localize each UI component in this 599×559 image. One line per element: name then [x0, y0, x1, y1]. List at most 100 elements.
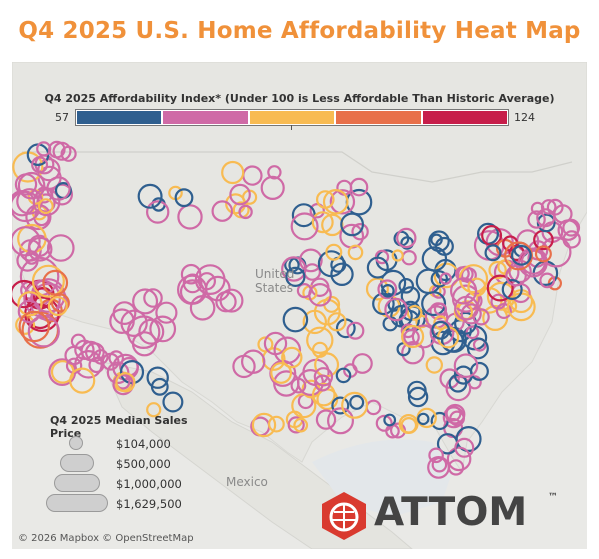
- metro-bubble[interactable]: [46, 176, 71, 201]
- metro-bubble[interactable]: [327, 407, 355, 435]
- metro-bubble[interactable]: [47, 296, 68, 317]
- metro-bubble[interactable]: [287, 416, 305, 434]
- metro-bubble[interactable]: [346, 321, 365, 340]
- metro-bubble[interactable]: [145, 200, 170, 224]
- metro-bubble[interactable]: [88, 356, 105, 374]
- metro-bubble[interactable]: [313, 367, 334, 387]
- metro-bubble[interactable]: [330, 262, 354, 286]
- metro-bubble[interactable]: [425, 356, 443, 374]
- metro-bubble[interactable]: [347, 244, 364, 261]
- metro-bubble[interactable]: [454, 295, 479, 321]
- metro-bubble[interactable]: [146, 402, 162, 418]
- metro-bubble[interactable]: [281, 346, 303, 369]
- metro-bubble[interactable]: [517, 247, 548, 278]
- metro-bubble[interactable]: [406, 304, 423, 321]
- metro-bubble[interactable]: [553, 204, 573, 224]
- metro-bubble[interactable]: [401, 324, 425, 349]
- metro-bubble[interactable]: [384, 297, 408, 322]
- metro-bubble[interactable]: [273, 336, 302, 365]
- metro-bubble[interactable]: [17, 291, 43, 317]
- metro-bubble[interactable]: [486, 274, 514, 302]
- metro-bubble[interactable]: [396, 227, 417, 249]
- metro-bubble[interactable]: [149, 315, 177, 343]
- metro-bubble[interactable]: [484, 244, 502, 262]
- metro-bubble[interactable]: [454, 437, 475, 458]
- metro-bubble[interactable]: [17, 299, 42, 324]
- metro-bubble[interactable]: [314, 374, 332, 392]
- metro-bubble[interactable]: [398, 278, 414, 294]
- metro-bubble[interactable]: [281, 256, 307, 282]
- metro-bubble[interactable]: [490, 293, 507, 310]
- metro-bubble[interactable]: [260, 175, 285, 201]
- metro-bubble[interactable]: [268, 415, 285, 433]
- metro-bubble[interactable]: [42, 269, 69, 296]
- metro-bubble[interactable]: [505, 264, 527, 287]
- metro-bubble[interactable]: [433, 302, 447, 316]
- metro-bubble[interactable]: [52, 141, 72, 161]
- metro-bubble[interactable]: [23, 279, 61, 318]
- metro-bubble[interactable]: [327, 312, 347, 332]
- metro-bubble[interactable]: [229, 183, 251, 206]
- metro-bubble[interactable]: [290, 212, 319, 241]
- metro-bubble[interactable]: [211, 200, 234, 222]
- metro-bubble[interactable]: [17, 171, 46, 200]
- metro-bubble[interactable]: [444, 403, 466, 425]
- metro-bubble[interactable]: [329, 189, 356, 215]
- metro-bubble[interactable]: [19, 256, 60, 297]
- metro-bubble[interactable]: [403, 328, 420, 346]
- metro-bubble[interactable]: [340, 212, 365, 237]
- metro-bubble[interactable]: [162, 391, 184, 413]
- metro-bubble[interactable]: [132, 288, 159, 315]
- metro-bubble[interactable]: [315, 409, 337, 430]
- metro-bubble[interactable]: [177, 204, 203, 230]
- metro-bubble[interactable]: [31, 264, 65, 298]
- metro-bubble[interactable]: [375, 414, 393, 432]
- metro-bubble[interactable]: [417, 412, 430, 426]
- metro-bubble[interactable]: [322, 189, 349, 215]
- metro-bubble[interactable]: [453, 353, 479, 378]
- metro-bubble[interactable]: [325, 243, 343, 261]
- metro-bubble[interactable]: [349, 177, 369, 197]
- metro-bubble[interactable]: [341, 391, 369, 419]
- metro-bubble[interactable]: [366, 256, 389, 279]
- metro-bubble[interactable]: [37, 198, 54, 215]
- metro-bubble[interactable]: [504, 241, 534, 271]
- metro-bubble[interactable]: [120, 309, 148, 337]
- metro-bubble[interactable]: [311, 382, 336, 407]
- metro-bubble[interactable]: [309, 202, 325, 219]
- metro-bubble[interactable]: [534, 245, 552, 263]
- metro-bubble[interactable]: [313, 298, 341, 326]
- metro-bubble[interactable]: [430, 270, 448, 288]
- metro-bubble[interactable]: [18, 310, 50, 343]
- metro-bubble[interactable]: [390, 304, 413, 328]
- metro-bubble[interactable]: [540, 199, 557, 215]
- metro-bubble[interactable]: [466, 337, 489, 360]
- metro-bubble[interactable]: [31, 156, 49, 174]
- metro-bubble[interactable]: [400, 286, 421, 306]
- metro-bubble[interactable]: [138, 318, 165, 345]
- metro-bubble[interactable]: [126, 315, 161, 350]
- metro-bubble[interactable]: [335, 367, 352, 384]
- metro-bubble[interactable]: [93, 349, 109, 365]
- metro-bubble[interactable]: [398, 414, 419, 435]
- metro-bubble[interactable]: [137, 183, 163, 209]
- metro-bubble[interactable]: [352, 353, 373, 374]
- metro-bubble[interactable]: [331, 396, 350, 415]
- metro-bubble[interactable]: [46, 234, 75, 262]
- metro-bubble[interactable]: [174, 188, 194, 208]
- metro-bubble[interactable]: [446, 446, 472, 472]
- metro-bubble[interactable]: [377, 279, 398, 300]
- metro-bubble[interactable]: [421, 246, 448, 272]
- metro-bubble[interactable]: [64, 345, 84, 366]
- metro-bubble[interactable]: [146, 366, 169, 389]
- metro-bubble[interactable]: [221, 160, 245, 185]
- metro-bubble[interactable]: [290, 377, 307, 394]
- metro-bubble[interactable]: [562, 230, 581, 249]
- metro-bubble[interactable]: [69, 367, 96, 394]
- map-attribution[interactable]: © 2026 Mapbox © OpenStreetMap: [18, 533, 194, 544]
- metro-bubble[interactable]: [215, 290, 237, 313]
- metro-bubble[interactable]: [383, 413, 397, 427]
- metro-bubble[interactable]: [434, 236, 454, 256]
- metro-bubble[interactable]: [155, 301, 178, 324]
- metro-bubble[interactable]: [431, 320, 451, 340]
